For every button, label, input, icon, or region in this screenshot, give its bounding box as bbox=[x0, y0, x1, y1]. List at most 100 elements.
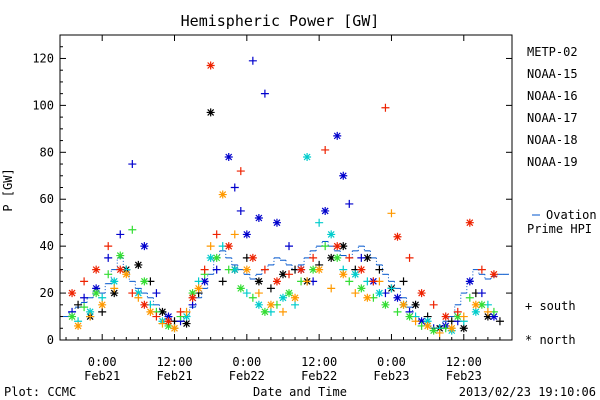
point-north bbox=[68, 312, 77, 321]
point-north bbox=[206, 253, 215, 262]
point-south bbox=[80, 277, 89, 286]
legend-ovation-line1: Ovation bbox=[546, 208, 597, 222]
point-south bbox=[254, 289, 263, 298]
point-south bbox=[80, 293, 89, 302]
legend-series-1: NOAA-15 bbox=[527, 67, 578, 81]
x-tick-label-time: 12:00 bbox=[156, 355, 192, 369]
point-north bbox=[429, 326, 438, 335]
point-south bbox=[236, 167, 245, 176]
point-north bbox=[393, 293, 402, 302]
x-tick-label-date: Feb22 bbox=[301, 369, 337, 383]
point-north bbox=[242, 230, 251, 239]
point-north bbox=[236, 284, 245, 293]
point-north bbox=[164, 321, 173, 330]
series-noaa-18 bbox=[74, 190, 492, 337]
point-north bbox=[212, 253, 221, 262]
point-south bbox=[477, 289, 486, 298]
point-north bbox=[333, 131, 342, 140]
point-south bbox=[116, 230, 125, 239]
y-tick-label: 80 bbox=[40, 145, 54, 159]
point-north bbox=[182, 312, 191, 321]
point-north bbox=[134, 260, 143, 269]
point-north bbox=[92, 284, 101, 293]
legend-series-3: NOAA-17 bbox=[527, 111, 578, 125]
point-north bbox=[333, 242, 342, 251]
point-south bbox=[128, 289, 137, 298]
point-south bbox=[435, 328, 444, 337]
point-south bbox=[74, 300, 83, 309]
y-tick-label: 100 bbox=[32, 98, 54, 112]
point-south bbox=[152, 312, 161, 321]
plot-credit: Plot: CCMC bbox=[4, 385, 76, 399]
point-south bbox=[110, 284, 119, 293]
point-north bbox=[248, 253, 257, 262]
point-north bbox=[471, 300, 480, 309]
y-tick-label: 60 bbox=[40, 192, 54, 206]
point-north bbox=[254, 300, 263, 309]
point-north bbox=[146, 307, 155, 316]
point-north bbox=[224, 153, 233, 161]
ovation-series bbox=[63, 240, 509, 329]
point-south bbox=[212, 265, 221, 274]
point-north bbox=[164, 312, 173, 321]
point-north bbox=[182, 319, 191, 328]
point-north bbox=[188, 293, 197, 302]
point-north bbox=[86, 307, 95, 316]
point-north bbox=[140, 277, 149, 286]
point-south bbox=[230, 230, 239, 239]
x-tick-label-time: 0:00 bbox=[88, 355, 117, 369]
point-north bbox=[74, 321, 83, 330]
point-north bbox=[188, 289, 197, 298]
plot-timestamp: 2013/02/23 19:10:06 bbox=[459, 385, 596, 399]
point-north bbox=[92, 289, 101, 298]
y-tick-label: 120 bbox=[32, 51, 54, 65]
point-south bbox=[104, 242, 113, 251]
point-north bbox=[230, 265, 239, 274]
legend-series-5: NOAA-19 bbox=[527, 155, 578, 169]
point-south bbox=[369, 277, 378, 286]
point-north bbox=[278, 293, 287, 302]
point-south bbox=[321, 242, 330, 251]
point-north bbox=[339, 171, 348, 180]
y-axis: 0 20 40 60 80 100 120 bbox=[32, 46, 512, 347]
point-north bbox=[357, 284, 366, 293]
point-south bbox=[483, 307, 492, 316]
point-south bbox=[315, 218, 324, 227]
x-tick-label-date: Feb23 bbox=[446, 369, 482, 383]
point-north bbox=[242, 265, 251, 274]
series-noaa-16 bbox=[74, 153, 492, 335]
x-tick-label-date: Feb21 bbox=[156, 369, 192, 383]
x-tick-label-date: Feb21 bbox=[84, 369, 120, 383]
point-north bbox=[200, 277, 209, 286]
point-north bbox=[218, 190, 227, 199]
point-north bbox=[465, 218, 474, 227]
point-north bbox=[254, 214, 263, 222]
point-north bbox=[327, 253, 336, 262]
point-south bbox=[351, 289, 360, 298]
point-north bbox=[399, 300, 408, 309]
point-south bbox=[465, 293, 474, 302]
point-south bbox=[321, 145, 330, 154]
point-north bbox=[309, 265, 318, 274]
x-tick-label-time: 12:00 bbox=[301, 355, 337, 369]
point-south bbox=[224, 265, 233, 274]
point-south bbox=[260, 89, 269, 98]
point-south bbox=[453, 307, 462, 316]
point-north bbox=[92, 265, 101, 274]
y-tick-label: 40 bbox=[40, 239, 54, 253]
point-north bbox=[272, 277, 281, 286]
legend-ovation-line2: Prime HPI bbox=[527, 222, 592, 236]
point-south bbox=[80, 303, 89, 312]
point-south bbox=[459, 312, 468, 321]
point-south bbox=[309, 253, 318, 262]
point-north bbox=[285, 289, 294, 298]
point-south bbox=[387, 209, 396, 218]
point-north bbox=[68, 289, 77, 298]
point-north bbox=[489, 270, 498, 279]
point-north bbox=[122, 270, 131, 279]
point-north bbox=[158, 307, 167, 316]
point-south bbox=[194, 277, 203, 286]
y-axis-label: P [GW] bbox=[1, 168, 15, 211]
legend: METP-02 NOAA-15 NOAA-16 NOAA-17 NOAA-18 … bbox=[525, 45, 597, 347]
point-south bbox=[381, 103, 390, 112]
